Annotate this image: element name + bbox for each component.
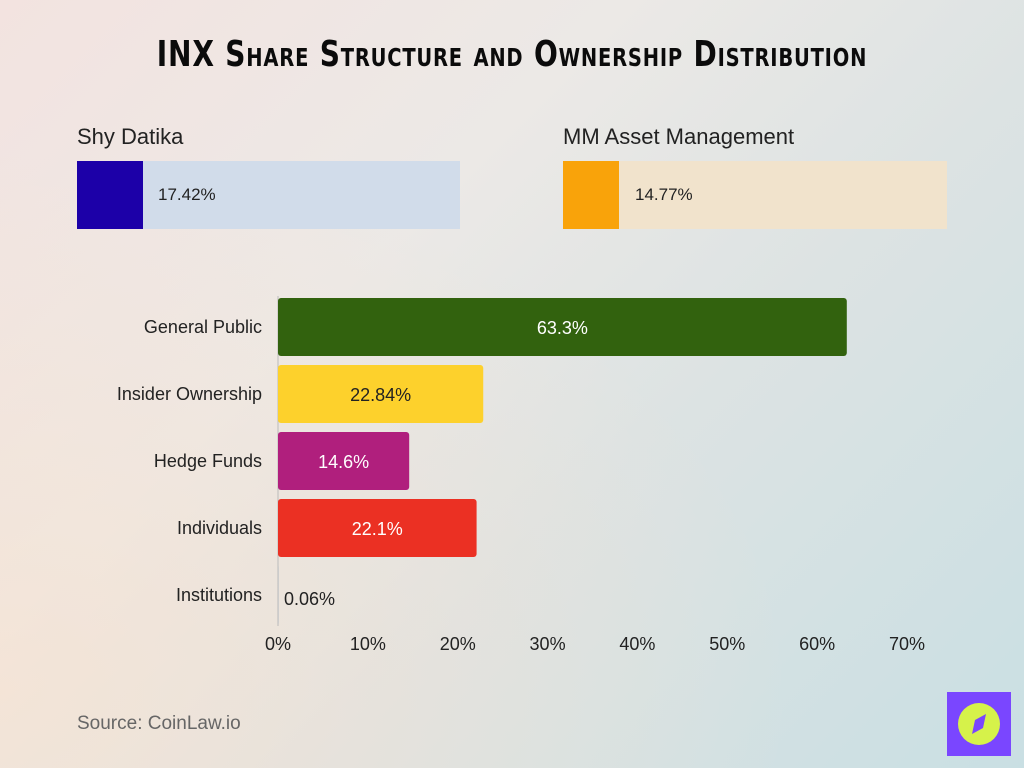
x-tick-label: 60% [799,634,835,654]
data-label: 0.06% [284,589,335,609]
bar-hedge-funds [278,432,410,490]
bar-general-public [278,298,847,356]
highlight-fill [77,161,144,229]
category-label: Hedge Funds [154,451,262,471]
source-note: Source: CoinLaw.io [77,713,241,734]
bar-institutions [278,566,279,624]
x-tick-label: 10% [350,634,386,654]
x-tick-label: 50% [709,634,745,654]
category-label: Insider Ownership [117,384,262,404]
data-label: 22.84% [350,385,411,405]
x-tick-label: 20% [440,634,476,654]
highlight-value: 17.42% [158,185,216,204]
x-tick-label: 70% [889,634,925,654]
highlight-label-shy-datika: Shy Datika [77,124,184,149]
highlight-label-mm-asset-management: MM Asset Management [563,124,795,149]
x-tick-label: 0% [265,634,291,654]
highlight-bar-mm-asset-management: 14.77% [563,161,947,229]
data-label: 14.6% [318,452,369,472]
data-label: 22.1% [352,519,403,539]
bar-individuals [278,499,477,557]
x-tick-label: 30% [530,634,566,654]
category-label: Institutions [176,585,262,605]
x-tick-label: 40% [619,634,655,654]
category-label: General Public [144,317,262,337]
data-label: 63.3% [537,318,588,338]
page-title: INX Share Structure and Ownership Distri… [156,34,868,75]
highlight-value: 14.77% [635,185,693,204]
compass-icon [958,703,1000,745]
bar-insider-ownership [278,365,484,423]
highlight-bar-shy-datika: 17.42% [77,161,460,229]
logo-badge [947,692,1011,756]
category-label: Individuals [177,518,262,538]
highlight-fill [563,161,620,229]
